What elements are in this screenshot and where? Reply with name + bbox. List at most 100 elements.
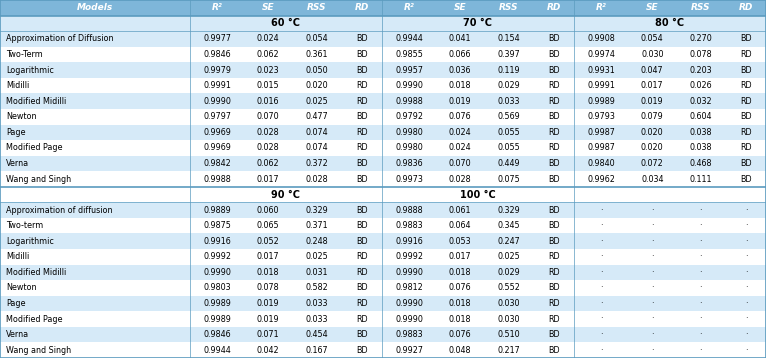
Text: SE: SE bbox=[453, 3, 466, 12]
Text: BD: BD bbox=[548, 284, 560, 292]
Bar bbox=[189, 93, 245, 109]
Bar bbox=[675, 218, 726, 233]
Bar bbox=[630, 311, 675, 327]
Text: ·: · bbox=[601, 299, 603, 308]
Bar bbox=[381, 140, 437, 156]
Text: 0.076: 0.076 bbox=[449, 330, 471, 339]
Bar bbox=[483, 47, 534, 62]
Bar bbox=[291, 327, 342, 343]
Bar bbox=[483, 78, 534, 93]
Text: 0.9991: 0.9991 bbox=[203, 81, 231, 90]
Text: Modified Midilli: Modified Midilli bbox=[6, 97, 67, 106]
Text: 0.9812: 0.9812 bbox=[395, 284, 424, 292]
Bar bbox=[342, 171, 381, 187]
Text: RD: RD bbox=[741, 128, 752, 137]
Text: Modified Page: Modified Page bbox=[6, 315, 63, 324]
Text: BD: BD bbox=[741, 34, 752, 43]
Bar bbox=[381, 343, 437, 358]
Bar bbox=[0, 280, 189, 296]
Text: ·: · bbox=[651, 299, 653, 308]
Bar bbox=[381, 311, 437, 327]
Bar bbox=[245, 311, 291, 327]
Text: 0.038: 0.038 bbox=[689, 143, 712, 153]
Text: 0.9980: 0.9980 bbox=[395, 128, 424, 137]
Bar bbox=[534, 249, 574, 265]
Text: ·: · bbox=[601, 237, 603, 246]
Text: 80 °C: 80 °C bbox=[656, 18, 685, 28]
Bar bbox=[291, 311, 342, 327]
Text: 0.033: 0.033 bbox=[497, 97, 520, 106]
Text: 0.9988: 0.9988 bbox=[204, 174, 231, 184]
Bar bbox=[534, 296, 574, 311]
Bar bbox=[675, 93, 726, 109]
Bar bbox=[726, 296, 766, 311]
Text: 0.361: 0.361 bbox=[305, 50, 328, 59]
Bar bbox=[381, 202, 437, 218]
Bar bbox=[534, 109, 574, 125]
Bar bbox=[291, 31, 342, 47]
Text: 0.024: 0.024 bbox=[449, 128, 471, 137]
Text: Approximation of diffusion: Approximation of diffusion bbox=[6, 205, 113, 215]
Text: 0.028: 0.028 bbox=[449, 174, 471, 184]
Text: BD: BD bbox=[741, 66, 752, 74]
Text: 0.449: 0.449 bbox=[497, 159, 520, 168]
Text: 0.9987: 0.9987 bbox=[588, 143, 616, 153]
Text: RD: RD bbox=[548, 299, 560, 308]
Bar bbox=[189, 15, 381, 31]
Bar bbox=[245, 0, 291, 15]
Bar bbox=[574, 62, 630, 78]
Text: 0.9989: 0.9989 bbox=[203, 315, 231, 324]
Text: ·: · bbox=[699, 315, 702, 324]
Text: BD: BD bbox=[356, 237, 368, 246]
Text: Verna: Verna bbox=[6, 330, 29, 339]
Bar bbox=[342, 125, 381, 140]
Bar bbox=[437, 109, 483, 125]
Text: 0.075: 0.075 bbox=[497, 174, 520, 184]
Bar bbox=[342, 233, 381, 249]
Bar bbox=[291, 0, 342, 15]
Text: 0.019: 0.019 bbox=[449, 97, 471, 106]
Bar bbox=[245, 125, 291, 140]
Text: ·: · bbox=[651, 346, 653, 355]
Bar bbox=[245, 249, 291, 265]
Bar bbox=[0, 202, 189, 218]
Bar bbox=[381, 280, 437, 296]
Text: ·: · bbox=[745, 221, 748, 230]
Text: Verna: Verna bbox=[6, 159, 29, 168]
Bar bbox=[574, 125, 630, 140]
Bar bbox=[534, 0, 574, 15]
Bar bbox=[726, 125, 766, 140]
Text: 0.031: 0.031 bbox=[305, 268, 328, 277]
Bar bbox=[342, 327, 381, 343]
Text: 0.026: 0.026 bbox=[689, 81, 712, 90]
Bar bbox=[437, 249, 483, 265]
Text: Midilli: Midilli bbox=[6, 81, 29, 90]
Bar bbox=[574, 311, 630, 327]
Bar bbox=[291, 109, 342, 125]
Text: BD: BD bbox=[356, 221, 368, 230]
Text: RD: RD bbox=[356, 81, 368, 90]
Text: ·: · bbox=[745, 205, 748, 215]
Text: RD: RD bbox=[356, 128, 368, 137]
Bar bbox=[726, 62, 766, 78]
Text: ·: · bbox=[601, 284, 603, 292]
Bar bbox=[381, 93, 437, 109]
Text: 0.9990: 0.9990 bbox=[395, 81, 424, 90]
Bar bbox=[189, 187, 381, 202]
Bar bbox=[675, 47, 726, 62]
Text: 0.028: 0.028 bbox=[257, 128, 280, 137]
Bar bbox=[675, 280, 726, 296]
Text: 0.024: 0.024 bbox=[257, 34, 280, 43]
Bar bbox=[675, 0, 726, 15]
Text: 0.054: 0.054 bbox=[641, 34, 663, 43]
Text: BD: BD bbox=[548, 237, 560, 246]
Bar bbox=[675, 249, 726, 265]
Text: ·: · bbox=[699, 237, 702, 246]
Text: ·: · bbox=[651, 221, 653, 230]
Bar bbox=[574, 265, 630, 280]
Text: 0.9990: 0.9990 bbox=[395, 268, 424, 277]
Text: Page: Page bbox=[6, 128, 25, 137]
Text: ·: · bbox=[745, 284, 748, 292]
Text: 0.154: 0.154 bbox=[497, 34, 520, 43]
Text: R²: R² bbox=[596, 3, 607, 12]
